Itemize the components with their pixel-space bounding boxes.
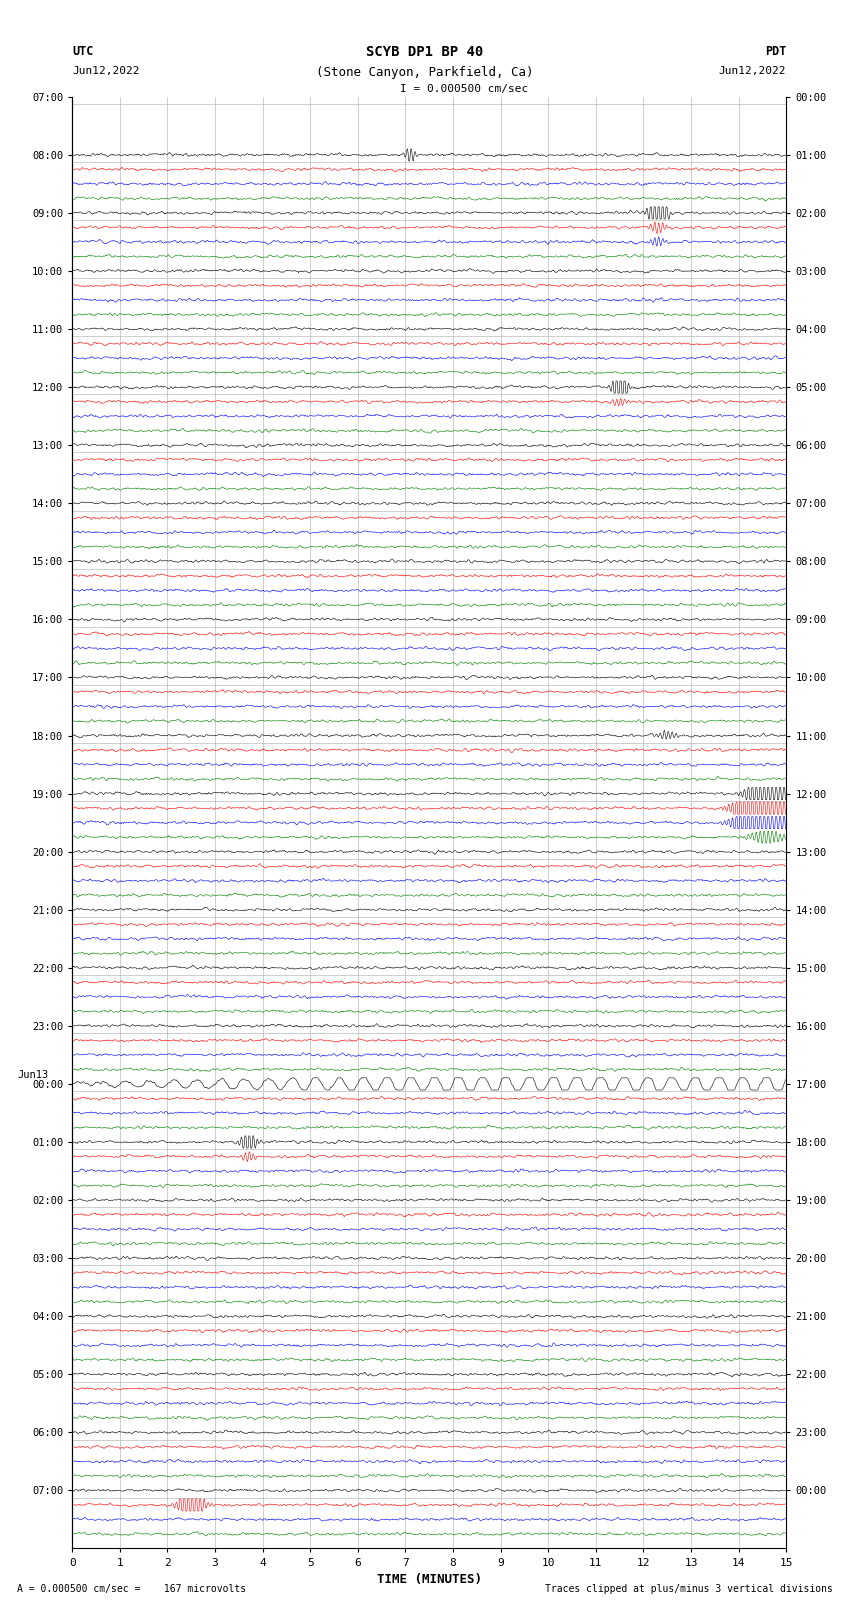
- Text: PDT: PDT: [765, 45, 786, 58]
- Text: SCYB DP1 BP 40: SCYB DP1 BP 40: [366, 45, 484, 60]
- Text: Traces clipped at plus/minus 3 vertical divisions: Traces clipped at plus/minus 3 vertical …: [545, 1584, 833, 1594]
- Text: UTC: UTC: [72, 45, 94, 58]
- Text: Jun12,2022: Jun12,2022: [72, 66, 139, 76]
- Text: A = 0.000500 cm/sec =    167 microvolts: A = 0.000500 cm/sec = 167 microvolts: [17, 1584, 246, 1594]
- Text: Jun12,2022: Jun12,2022: [719, 66, 786, 76]
- Text: (Stone Canyon, Parkfield, Ca): (Stone Canyon, Parkfield, Ca): [316, 66, 534, 79]
- Text: Jun13: Jun13: [17, 1069, 48, 1079]
- Text: I = 0.000500 cm/sec: I = 0.000500 cm/sec: [400, 84, 528, 94]
- X-axis label: TIME (MINUTES): TIME (MINUTES): [377, 1573, 482, 1586]
